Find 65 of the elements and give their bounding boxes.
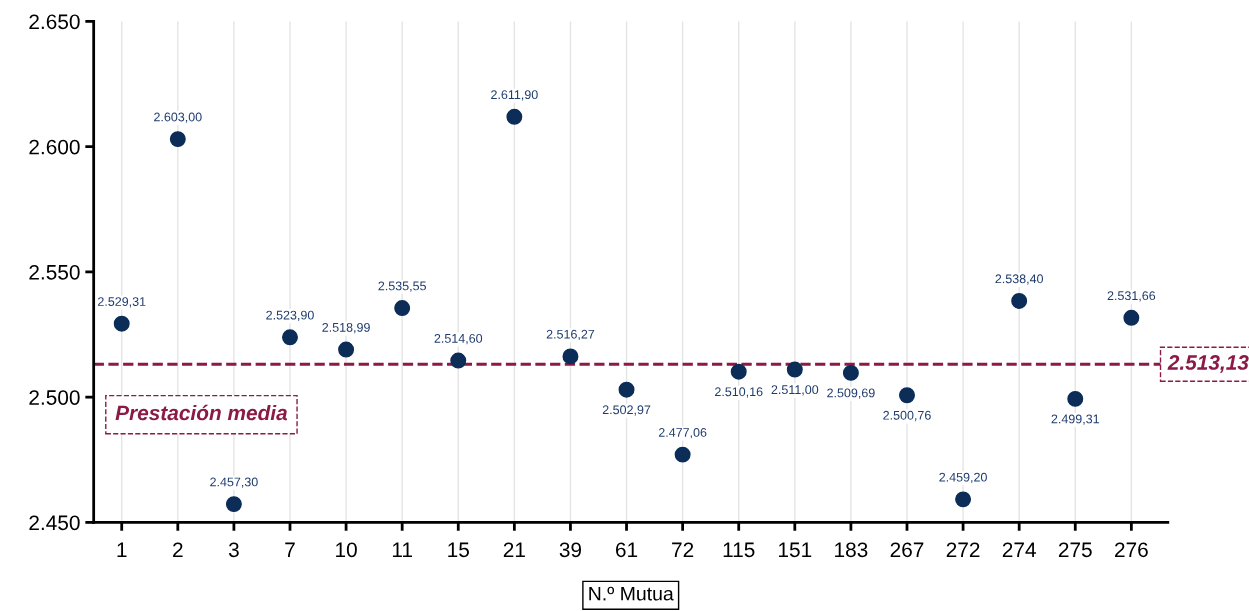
data-label: 2.459,20 xyxy=(939,472,987,484)
point xyxy=(730,363,747,380)
data-label: 2.535,55 xyxy=(378,281,426,292)
data-label: 2.603,00 xyxy=(154,112,202,123)
data-label: 2.477,06 xyxy=(658,428,707,439)
x-tick-label: 151 xyxy=(779,542,812,558)
data-label: 2.516,27 xyxy=(546,329,595,341)
data-label: 2.611,90 xyxy=(491,90,538,101)
data-label: 2.509,69 xyxy=(827,388,875,399)
data-label: 2.514,60 xyxy=(434,333,483,345)
y-tick-label: 2.600 xyxy=(29,139,80,155)
data-label: 2.518,99 xyxy=(322,322,370,334)
data-label: 2.510,16 xyxy=(715,387,763,398)
x-tick-label: 115 xyxy=(723,542,755,558)
point xyxy=(394,300,411,317)
point xyxy=(282,329,298,346)
x-tick-label: 274 xyxy=(1002,542,1036,557)
x-tick-label: 276 xyxy=(1115,542,1148,558)
x-tick-label: 2 xyxy=(173,542,183,557)
x-tick-label: 183 xyxy=(835,542,868,558)
data-label: 2.502,97 xyxy=(602,405,651,416)
point xyxy=(338,341,355,358)
x-axis-title: N.º Mutua xyxy=(589,586,674,601)
point xyxy=(1123,309,1140,326)
point xyxy=(955,491,972,508)
point xyxy=(1011,292,1028,309)
point xyxy=(842,364,859,381)
data-label: 2.457,30 xyxy=(210,477,258,488)
data-label: 2.500,76 xyxy=(883,410,931,422)
point xyxy=(786,361,803,378)
point xyxy=(674,446,691,463)
data-label: 2.523,90 xyxy=(266,310,314,322)
x-tick-label: 39 xyxy=(559,542,582,558)
x-tick-label: 272 xyxy=(946,542,980,557)
data-label: 2.511,00 xyxy=(771,385,819,396)
x-tick-label: 7 xyxy=(285,542,295,557)
x-tick-label: 275 xyxy=(1058,542,1092,558)
point xyxy=(113,315,130,332)
point xyxy=(169,131,186,148)
point xyxy=(562,348,579,365)
y-tick-label: 2.450 xyxy=(29,515,80,531)
x-tick-label: 72 xyxy=(672,542,694,557)
data-label: 2.529,31 xyxy=(98,297,146,308)
x-tick-label: 267 xyxy=(890,542,924,558)
data-label: 2.538,40 xyxy=(995,274,1044,285)
point xyxy=(506,108,523,125)
x-tick-label: 11 xyxy=(392,542,412,557)
point xyxy=(450,352,467,369)
x-tick-label: 15 xyxy=(448,542,469,558)
x-tick-label: 3 xyxy=(228,542,239,558)
annotation: Prestación media xyxy=(115,404,288,421)
y-tick-label: 2.650 xyxy=(29,14,80,30)
point xyxy=(225,496,242,513)
y-tick-label: 2.500 xyxy=(29,390,80,405)
x-tick-label: 1 xyxy=(117,542,127,557)
x-tick-label: 61 xyxy=(616,542,638,558)
point xyxy=(1067,390,1084,407)
point xyxy=(618,381,635,398)
x-tick-label: 21 xyxy=(503,542,525,557)
data-label: 2.531,66 xyxy=(1107,291,1156,302)
data-label: 2.499,31 xyxy=(1051,414,1099,425)
x-tick-label: 10 xyxy=(336,542,357,558)
point xyxy=(899,387,915,404)
ref-line-label: 2.513,13 xyxy=(1167,355,1249,373)
y-tick-label: 2.550 xyxy=(29,264,80,280)
